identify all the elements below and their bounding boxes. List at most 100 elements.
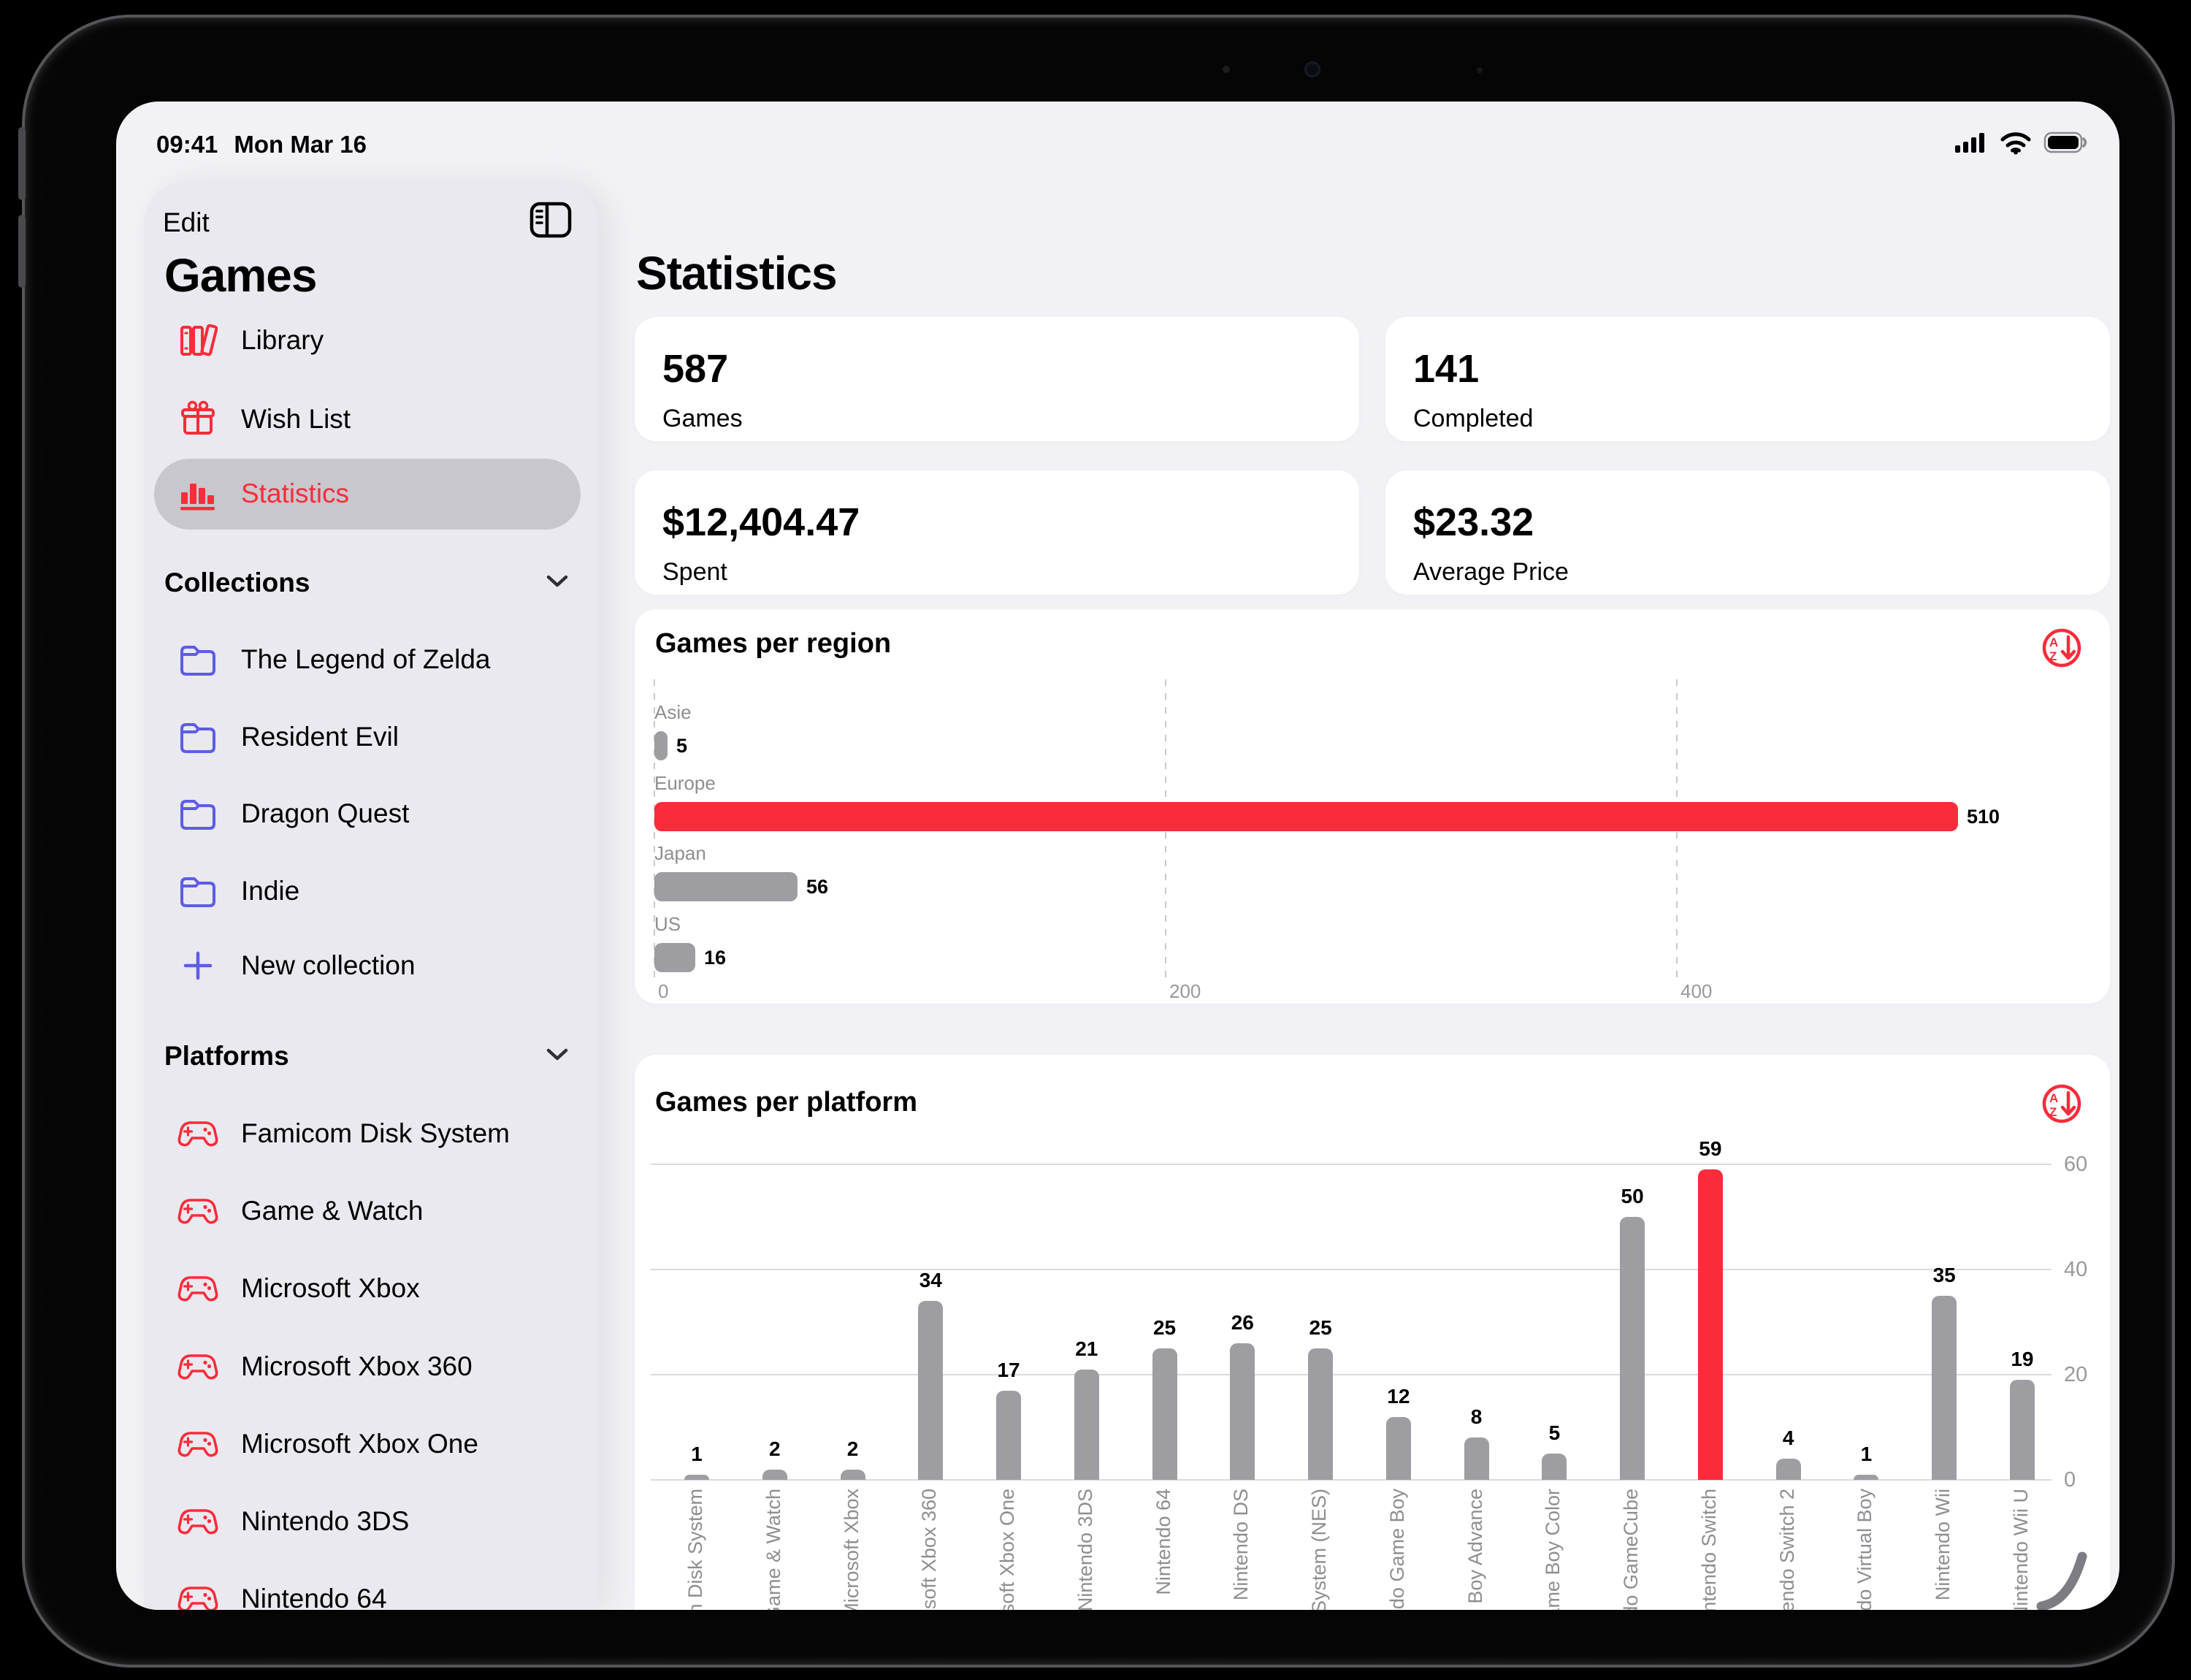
sidebar-item-indie[interactable]: Indie <box>144 856 598 926</box>
sidebar-item-label: Nintendo 64 <box>241 1584 387 1610</box>
front-camera <box>1304 61 1320 77</box>
ipad-bezel: 09:41 Mon Mar 16 <box>18 15 2175 1668</box>
sidebar-item-label: Famicom Disk System <box>241 1118 510 1148</box>
stat-value: $23.32 <box>1413 500 1534 544</box>
folder-icon <box>177 874 219 908</box>
sort-az-icon: A Z <box>2042 628 2081 668</box>
bar-value-label: 5 <box>676 735 688 757</box>
section-title: Collections <box>164 568 310 597</box>
bar-nintendo-switch-2 <box>1775 1459 1801 1480</box>
section-title: Platforms <box>164 1041 289 1071</box>
stat-value: 587 <box>662 347 729 391</box>
sort-button[interactable]: A Z <box>2041 1083 2083 1125</box>
bar-value-label: 19 <box>2011 1348 2034 1370</box>
folder-icon <box>177 643 219 676</box>
x-axis-label-microsoft-xbox-one: Microsoft Xbox One <box>970 1489 1047 1610</box>
x-axis-label-text: Nintendo 64 <box>1152 1489 1174 1595</box>
x-axis-label-nintendo-switch-2: Nintendo Switch 2 <box>1750 1489 1827 1610</box>
bar-nintendo-entertainment-system-nes <box>1308 1348 1334 1480</box>
cellular-signal-icon <box>1954 131 1988 158</box>
bar-famicom-disk-system <box>684 1475 709 1480</box>
page-title: Statistics <box>636 247 838 299</box>
bar-value-label: 8 <box>1470 1405 1483 1428</box>
sidebar-item-microsoft-xbox[interactable]: Microsoft Xbox <box>144 1253 598 1324</box>
volume-button-up <box>18 127 26 200</box>
status-bar-right <box>1954 131 2089 157</box>
front-sensor-dot2 <box>1477 67 1483 73</box>
game-controller-icon <box>177 1505 219 1538</box>
game-controller-icon <box>177 1272 219 1305</box>
page-curl-icon[interactable] <box>2035 1548 2092 1610</box>
battery-icon <box>2043 130 2089 159</box>
sidebar-item-microsoft-xbox-360[interactable]: Microsoft Xbox 360 <box>144 1332 598 1402</box>
selected-item-pill <box>154 459 581 530</box>
x-axis-label-microsoft-xbox-360: Microsoft Xbox 360 <box>892 1489 969 1610</box>
x-axis-label-microsoft-xbox: Microsoft Xbox <box>814 1489 892 1610</box>
chart-title: Games per platform <box>655 1087 917 1118</box>
sidebar-item-nintendo-3ds[interactable]: Nintendo 3DS <box>144 1486 598 1557</box>
bar-nintendo-gamecube <box>1620 1217 1645 1480</box>
sidebar-item-label: The Legend of Zelda <box>241 644 491 674</box>
bar-microsoft-xbox <box>840 1470 865 1480</box>
x-axis-label-text: Nintendo Game Boy Color <box>1542 1489 1564 1610</box>
bar-value-label: 25 <box>1309 1316 1332 1339</box>
sidebar-item-dragon-quest[interactable]: Dragon Quest <box>144 779 598 849</box>
bar-value-label: 1 <box>1860 1443 1873 1465</box>
chevron-down-icon[interactable] <box>546 1047 569 1066</box>
x-axis-label-text: Microsoft Xbox <box>840 1489 863 1610</box>
plus-icon <box>177 949 219 982</box>
bar-chart-icon <box>177 474 219 513</box>
stat-card-spent: $12,404.47 Spent <box>635 470 1359 595</box>
sidebar-item-statistics[interactable]: Statistics <box>144 459 598 529</box>
gridline <box>651 1374 2052 1375</box>
x-axis-label-nintendo-gamecube: Nintendo GameCube <box>1594 1489 1671 1610</box>
section-header-platforms[interactable]: Platforms <box>144 1034 598 1078</box>
bar-microsoft-xbox-360 <box>918 1301 944 1480</box>
chevron-down-icon[interactable] <box>546 574 569 592</box>
sidebar-item-microsoft-xbox-one[interactable]: Microsoft Xbox One <box>144 1409 598 1479</box>
sidebar-item-label: Library <box>241 325 324 355</box>
sidebar-item-label: Wish List <box>241 404 351 434</box>
main-content: Statistics 587 Games 141 Completed $12,4… <box>635 102 2110 1610</box>
sidebar-toggle-icon <box>529 202 572 238</box>
sidebar-item-library[interactable]: Library <box>144 305 598 375</box>
sidebar-item-game-watch[interactable]: Game & Watch <box>144 1176 598 1246</box>
bar-value-label: 25 <box>1152 1316 1177 1339</box>
sidebar-item-wish-list[interactable]: Wish List <box>144 384 598 454</box>
sidebar-item-the-legend-of-zelda[interactable]: The Legend of Zelda <box>144 625 598 695</box>
section-header-collections[interactable]: Collections <box>144 561 598 605</box>
new-collection-button[interactable]: New collection <box>144 931 598 1001</box>
gridline <box>651 1479 2052 1481</box>
x-axis-label-text: Nintendo Switch 2 <box>1775 1489 1798 1610</box>
bar-value-label: 26 <box>1231 1311 1254 1334</box>
bar-value-label: 50 <box>1621 1185 1644 1207</box>
bar-asie <box>654 731 668 760</box>
sidebar-item-nintendo-64[interactable]: Nintendo 64 <box>144 1564 598 1610</box>
x-axis-label-nintendo-virtual-boy: Nintendo Virtual Boy <box>1827 1489 1905 1610</box>
library-books-icon <box>177 321 219 360</box>
bar-nintendo-wii <box>1932 1296 1957 1480</box>
sidebar-item-label: Resident Evil <box>241 721 399 752</box>
sidebar-item-famicom-disk-system[interactable]: Famicom Disk System <box>144 1099 598 1169</box>
sort-button[interactable]: A Z <box>2041 627 2083 669</box>
games-per-platform-card: Games per platform A Z 0 20 40 60 1 Famicom D… <box>635 1055 2110 1610</box>
sidebar-app-title: Games <box>164 249 317 302</box>
x-axis-tick-label: 0 <box>658 980 669 1002</box>
x-axis-label-text: Nintendo Wii <box>1932 1489 1954 1601</box>
bar-nintendo-switch <box>1697 1169 1723 1480</box>
category-label-us: US <box>654 912 681 935</box>
x-axis-tick-label: 400 <box>1680 980 1713 1002</box>
edit-button[interactable]: Edit <box>163 207 210 237</box>
stat-card-games: 587 Games <box>635 317 1359 441</box>
category-label-japan: Japan <box>654 842 706 864</box>
bar-nintendo-64 <box>1152 1348 1177 1480</box>
wifi-icon <box>2000 130 2032 159</box>
sidebar-item-label: Indie <box>241 876 300 906</box>
sidebar-item-resident-evil[interactable]: Resident Evil <box>144 702 598 772</box>
screen: 09:41 Mon Mar 16 <box>116 102 2119 1610</box>
stat-label: Average Price <box>1413 558 1569 586</box>
bar-value-label: 5 <box>1548 1421 1561 1444</box>
x-axis-label-nintendo-game-boy-color: Nintendo Game Boy Color <box>1515 1489 1593 1610</box>
y-axis-tick-label: 20 <box>2064 1363 2088 1386</box>
sidebar-toggle-button[interactable] <box>529 202 572 242</box>
